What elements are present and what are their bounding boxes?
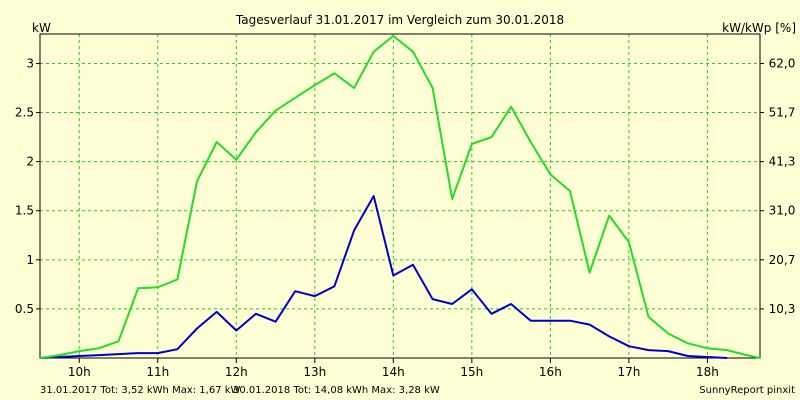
x-tick-label: 12h: [225, 365, 248, 379]
y-tick-label-right: 10,3: [769, 302, 796, 316]
series-line-2018: [39, 35, 761, 359]
y-tick-label-left: 1.5: [15, 204, 34, 218]
y-tick-label-left: 1: [26, 253, 34, 267]
footer-series-2017: 31.01.2017 Tot: 3,52 kWh Max: 1,67 kW: [40, 385, 241, 396]
y-tick-label-left: 2: [26, 155, 34, 169]
y-tick-label-right: 31,0: [769, 204, 796, 218]
axes: [36, 33, 764, 363]
x-tick-label: 15h: [460, 365, 483, 379]
plot-frame: [39, 33, 761, 359]
y-axis-left-label: kW: [32, 21, 51, 35]
x-tick-label: 14h: [382, 365, 405, 379]
y-tick-label-left: 0.5: [15, 302, 34, 316]
y-axis-right-label: kW/kWp [%]: [722, 21, 796, 35]
series-line-2017: [39, 195, 728, 359]
x-tick-label: 13h: [303, 365, 326, 379]
y-tick-label-right: 20,7: [769, 253, 796, 267]
chart-title: Tagesverlauf 31.01.2017 im Vergleich zum…: [235, 13, 564, 27]
y-tick-label-left: 3: [26, 56, 34, 70]
x-tick-label: 17h: [617, 365, 640, 379]
y-tick-label-left: 2.5: [15, 106, 34, 120]
footer-series-2018: 30.01.2018 Tot: 14,08 kWh Max: 3,28 kW: [233, 385, 440, 396]
series-lines: [39, 35, 761, 359]
footer-brand: SunnyReport pinxit: [699, 385, 795, 396]
grid: [40, 34, 760, 358]
x-tick-label: 18h: [696, 365, 719, 379]
x-tick-label: 16h: [539, 365, 562, 379]
x-tick-label: 11h: [146, 365, 169, 379]
y-tick-label-right: 62,0: [769, 56, 796, 70]
labels: Tagesverlauf 31.01.2017 im Vergleich zum…: [15, 13, 796, 396]
y-tick-label-right: 41,3: [769, 155, 796, 169]
x-tick-label: 10h: [68, 365, 91, 379]
y-tick-label-right: 51,7: [769, 106, 796, 120]
